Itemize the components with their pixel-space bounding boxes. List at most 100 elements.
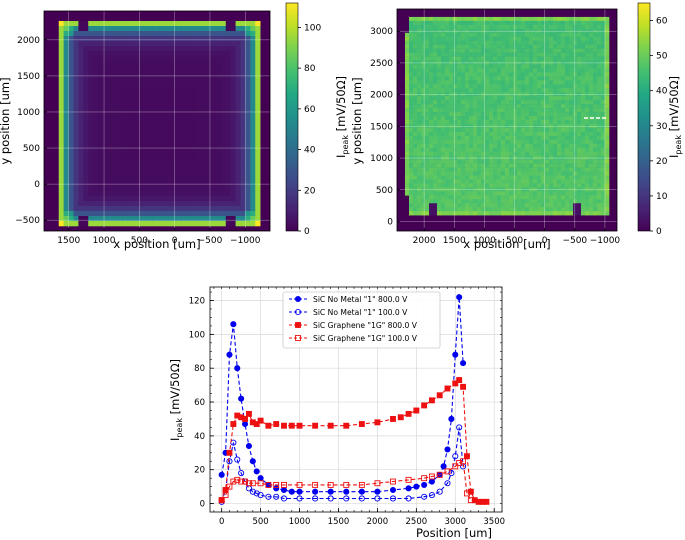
- heatmap-cell: [581, 187, 586, 192]
- heatmap-cell: [117, 151, 123, 157]
- heatmap-cell: [171, 26, 177, 32]
- heatmap-cell: [477, 56, 482, 61]
- heatmap-cell: [255, 206, 261, 212]
- heatmap-cell: [409, 72, 414, 77]
- heatmap-cell: [245, 136, 251, 142]
- heatmap-cell: [461, 80, 466, 85]
- heatmap-cell: [250, 206, 256, 212]
- heatmap-cell: [98, 66, 104, 72]
- heatmap-cell: [132, 151, 138, 157]
- heatmap-cell: [186, 116, 192, 122]
- heatmap-cell: [537, 183, 542, 188]
- series-point: [467, 488, 474, 495]
- heatmap-cell: [421, 171, 426, 176]
- heatmap-cell: [191, 221, 197, 227]
- heatmap-cell: [429, 147, 434, 153]
- heatmap-cell: [211, 161, 217, 167]
- x-tick-label: −1000: [590, 236, 621, 246]
- heatmap-cell: [201, 66, 207, 72]
- heatmap-cell: [565, 112, 570, 117]
- heatmap-cell: [589, 24, 594, 30]
- heatmap-cell: [501, 96, 506, 101]
- heatmap-cell: [537, 163, 542, 168]
- heatmap-cell: [509, 195, 514, 200]
- heatmap-cell: [102, 211, 109, 217]
- heatmap-cell: [513, 120, 518, 125]
- heatmap-cell: [73, 111, 79, 117]
- heatmap-cell: [441, 139, 446, 145]
- heatmap-cell: [83, 196, 89, 202]
- heatmap-cell: [83, 211, 89, 217]
- heatmap-cell: [565, 116, 570, 121]
- heatmap-cell: [93, 106, 99, 112]
- heatmap-cell: [191, 61, 197, 67]
- heatmap-cell: [457, 211, 462, 216]
- heatmap-cell: [63, 61, 69, 67]
- heatmap-cell: [245, 206, 251, 212]
- heatmap-cell: [107, 101, 114, 107]
- heatmap-cell: [230, 141, 236, 147]
- heatmap-cell: [122, 201, 128, 207]
- heatmap-cell: [421, 52, 426, 57]
- heatmap-cell: [417, 143, 422, 149]
- heatmap-cell: [445, 48, 450, 53]
- heatmap-cell: [78, 26, 84, 32]
- heatmap-cell: [63, 171, 69, 177]
- heatmap-cell: [206, 56, 212, 62]
- heatmap-cell: [201, 136, 207, 142]
- heatmap-cell: [78, 106, 84, 112]
- heatmap-cell: [501, 40, 506, 45]
- heatmap-cell: [601, 175, 606, 180]
- heatmap-cell: [206, 76, 212, 82]
- heatmap-cell: [230, 81, 236, 87]
- heatmap-cell: [161, 86, 168, 92]
- heatmap-cell: [220, 131, 227, 137]
- heatmap-cell: [166, 116, 173, 122]
- heatmap-cell: [493, 131, 498, 137]
- heatmap-cell: [521, 183, 526, 188]
- heatmap-cell: [561, 135, 566, 141]
- heatmap-cell: [605, 100, 610, 105]
- heatmap-cell: [529, 64, 534, 69]
- heatmap-cell: [525, 139, 530, 145]
- heatmap-cell: [485, 116, 490, 121]
- heatmap-cell: [191, 206, 197, 212]
- heatmap-cell: [581, 36, 586, 42]
- series-point: [374, 419, 381, 426]
- heatmap-cell: [513, 143, 518, 149]
- heatmap-cell: [445, 167, 450, 172]
- heatmap-cell: [201, 86, 207, 92]
- heatmap-cell: [157, 111, 163, 117]
- heatmap-cell: [161, 211, 168, 217]
- heatmap-cell: [557, 52, 562, 57]
- heatmap-cell: [211, 216, 217, 222]
- heatmap-cell: [127, 216, 133, 222]
- heatmap-cell: [425, 40, 430, 45]
- heatmap-cell: [537, 120, 542, 125]
- heatmap-cell: [421, 120, 426, 125]
- heatmap-cell: [196, 86, 202, 92]
- heatmap-cell: [589, 64, 594, 69]
- series-point: [358, 421, 365, 427]
- heatmap-cell: [425, 199, 430, 204]
- heatmap-cell: [186, 111, 192, 117]
- heatmap-cell: [409, 52, 414, 57]
- heatmap-cell: [186, 76, 192, 82]
- heatmap-cell: [413, 16, 418, 22]
- heatmap-cell: [102, 146, 109, 152]
- heatmap-cell: [211, 176, 217, 182]
- heatmap-cell: [501, 123, 506, 129]
- heatmap-cell: [235, 31, 241, 37]
- heatmap-cell: [597, 171, 602, 176]
- heatmap-cell: [161, 131, 168, 137]
- heatmap-cell: [201, 41, 207, 47]
- heatmap-cell: [565, 143, 570, 149]
- heatmap-cell: [505, 44, 510, 49]
- heatmap-cell: [441, 151, 446, 156]
- heatmap-cell: [417, 72, 422, 77]
- heatmap-cell: [225, 146, 231, 152]
- heatmap-cell: [107, 146, 114, 152]
- heatmap-cell: [137, 141, 143, 147]
- heatmap-cell: [425, 131, 430, 137]
- heatmap-cell: [98, 91, 104, 97]
